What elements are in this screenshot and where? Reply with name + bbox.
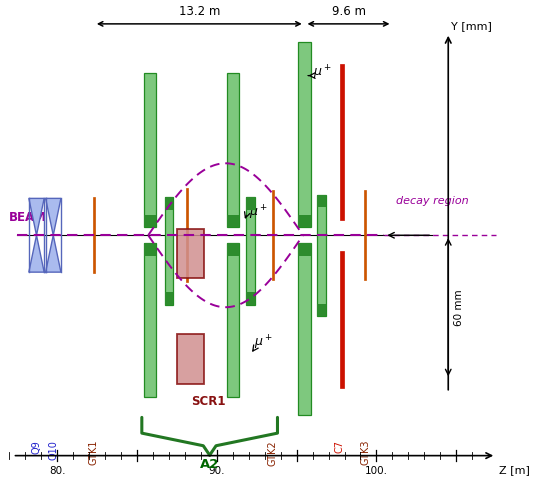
Text: GTK2: GTK2	[268, 440, 278, 466]
Bar	[186, 188, 189, 283]
Bar	[227, 243, 239, 397]
Text: GTK1: GTK1	[89, 440, 99, 466]
Text: C7: C7	[335, 440, 345, 453]
Text: SCR1: SCR1	[192, 395, 226, 408]
Bar	[177, 228, 204, 278]
Text: 90.: 90.	[209, 466, 225, 475]
Polygon shape	[45, 198, 61, 235]
Bar	[317, 195, 326, 316]
Text: BEAM: BEAM	[10, 211, 47, 224]
Polygon shape	[45, 235, 61, 272]
Bar	[340, 251, 344, 388]
Bar	[144, 74, 155, 227]
Bar	[364, 190, 366, 280]
Bar	[340, 64, 344, 220]
Bar	[177, 334, 204, 384]
Bar	[227, 214, 239, 227]
Bar	[227, 243, 239, 256]
Bar	[298, 243, 311, 256]
Polygon shape	[29, 198, 44, 235]
Bar	[272, 190, 274, 280]
Bar	[93, 197, 95, 273]
Text: 100.: 100.	[365, 466, 388, 475]
Text: 13.2 m: 13.2 m	[178, 5, 220, 18]
Text: $\mu^+$: $\mu^+$	[249, 204, 268, 222]
Text: $\mu^+$: $\mu^+$	[312, 64, 332, 82]
Text: GTK3: GTK3	[360, 440, 370, 466]
Text: 9.6 m: 9.6 m	[332, 5, 365, 18]
Text: Q10: Q10	[48, 440, 58, 460]
Text: 80.: 80.	[49, 466, 66, 475]
Bar	[144, 214, 155, 227]
Bar	[144, 243, 155, 256]
Bar	[164, 197, 174, 210]
Bar	[317, 195, 326, 207]
Bar	[164, 197, 174, 305]
Bar	[298, 42, 311, 227]
Bar	[246, 197, 255, 305]
Bar	[164, 292, 174, 305]
Text: $\mu^+$: $\mu^+$	[254, 334, 272, 352]
Text: 60 mm: 60 mm	[454, 289, 464, 326]
Bar	[298, 243, 311, 415]
Text: decay region: decay region	[396, 196, 468, 206]
Bar	[317, 303, 326, 316]
Text: Q9: Q9	[32, 440, 42, 454]
Bar	[298, 214, 311, 227]
Bar	[227, 74, 239, 227]
Text: Z [m]: Z [m]	[499, 466, 530, 475]
Polygon shape	[29, 235, 44, 272]
Text: Y [mm]: Y [mm]	[451, 21, 491, 30]
Bar	[144, 243, 155, 397]
Bar	[246, 292, 255, 305]
Text: A2: A2	[200, 458, 219, 471]
Bar	[246, 197, 255, 210]
